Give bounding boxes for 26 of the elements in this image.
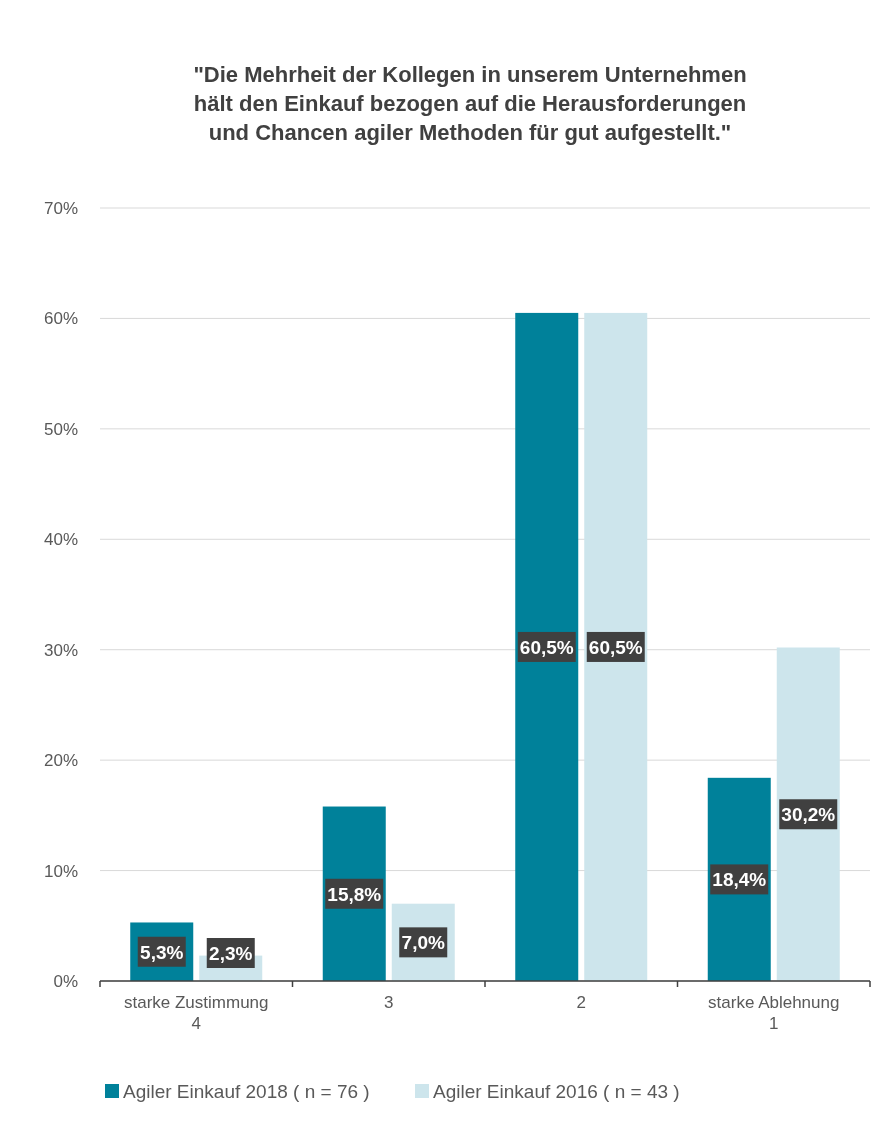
data-label: 18,4% [712, 869, 767, 891]
x-tick-label: starke Ablehnung 1 [708, 993, 840, 1033]
y-tick-label: 0% [53, 972, 78, 991]
y-tick-label: 60% [43, 309, 78, 329]
data-label: 60,5% [519, 636, 574, 658]
y-tick-label: 10% [43, 861, 78, 881]
legend-label: Agiler Einkauf 2016 ( n = 43 ) [433, 1081, 680, 1102]
y-tick-label: 70% [43, 199, 78, 218]
x-tick-label: 3 [384, 993, 394, 1012]
y-tick-label: 40% [43, 530, 78, 550]
x-tick-label: starke Zustimmung 4 [123, 993, 269, 1033]
bar [515, 312, 579, 981]
data-label: 5,3% [140, 941, 184, 963]
data-label: 30,2% [781, 804, 836, 826]
y-tick-label: 50% [43, 419, 78, 439]
legend-label: Agiler Einkauf 2018 ( n = 76 ) [123, 1081, 370, 1102]
bar [776, 647, 840, 981]
data-label: 60,5% [588, 636, 643, 658]
chart-title: "Die Mehrheit der Kollegen in unserem Unternehmen hält den Einkauf bezogen auf die Herausforderungen und Chancen agiler Methoden für gut aufgestellt." [193, 62, 747, 145]
data-label: 15,8% [327, 883, 382, 905]
bar [584, 312, 648, 981]
x-tick-label: 2 [576, 993, 586, 1012]
data-label: 2,3% [209, 943, 253, 964]
data-label: 7,0% [401, 932, 446, 954]
y-tick-label: 30% [43, 640, 78, 660]
y-tick-label: 20% [43, 751, 78, 771]
